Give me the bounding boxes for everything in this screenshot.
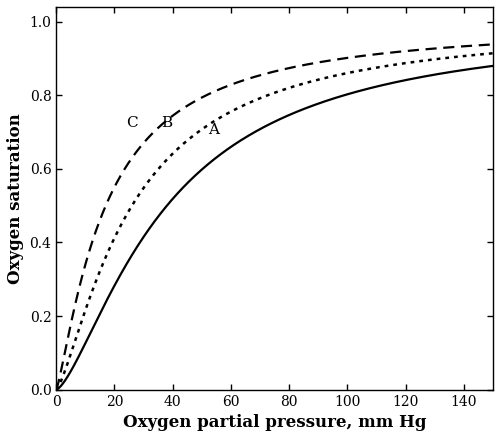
X-axis label: Oxygen partial pressure, mm Hg: Oxygen partial pressure, mm Hg [123, 414, 426, 431]
Text: B: B [161, 116, 172, 130]
Text: A: A [208, 123, 218, 137]
Text: C: C [126, 116, 138, 130]
Y-axis label: Oxygen saturation: Oxygen saturation [7, 113, 24, 284]
